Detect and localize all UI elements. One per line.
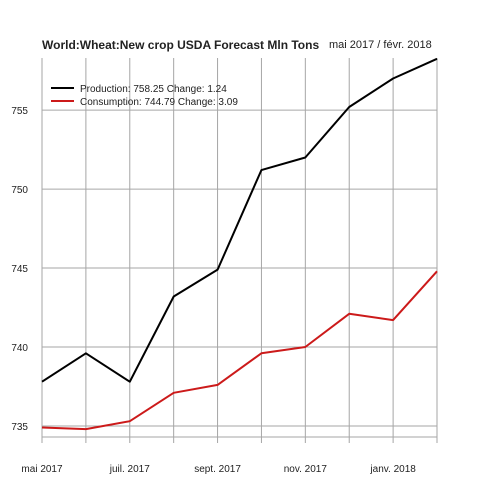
chart-period: mai 2017 / févr. 2018 bbox=[329, 39, 432, 51]
grid-lines bbox=[41, 58, 438, 437]
series-line-consumption bbox=[41, 270, 438, 431]
y-tick-label: 735 bbox=[11, 422, 28, 433]
x-tick-label: janv. 2018 bbox=[369, 464, 416, 475]
legend-label: Production: 758.25 Change: 1.24 bbox=[80, 84, 227, 95]
chart-title: World:Wheat:New crop USDA Forecast Mln T… bbox=[42, 38, 320, 52]
y-tick-label: 745 bbox=[11, 264, 28, 275]
y-tick-label: 750 bbox=[11, 185, 28, 196]
legend: Production: 758.25 Change: 1.24 Consumpti… bbox=[51, 84, 238, 108]
x-axis-ticks: mai 2017 juil. 2017 sept. 2017 nov. 2017 jan… bbox=[21, 436, 438, 475]
x-tick-label: mai 2017 bbox=[21, 464, 63, 475]
legend-label: Consumption: 744.79 Change: 3.09 bbox=[80, 97, 238, 108]
y-tick-label: 755 bbox=[11, 106, 28, 117]
series-line-production bbox=[41, 57, 438, 383]
x-tick-label: juil. 2017 bbox=[109, 464, 150, 475]
x-tick-label: sept. 2017 bbox=[194, 464, 241, 475]
y-axis-ticks: 735 740 745 750 755 bbox=[11, 106, 28, 433]
series-lines bbox=[41, 57, 438, 431]
y-tick-label: 740 bbox=[11, 343, 28, 354]
x-tick-label: nov. 2017 bbox=[284, 464, 328, 475]
